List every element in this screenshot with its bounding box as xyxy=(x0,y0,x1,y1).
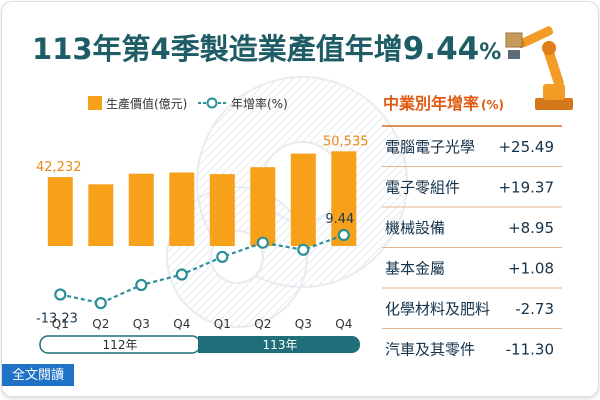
x-tick-label-3: Q3 xyxy=(133,317,150,331)
x-axis-ticks: Q1 Q2 Q3 Q4 Q1 Q2 Q3 Q4 xyxy=(52,317,353,331)
line-point-7 xyxy=(297,243,310,256)
x-tick-label-8: Q4 xyxy=(335,317,352,331)
industry-name-1: 電腦電子光學 xyxy=(385,138,475,156)
industry-name-3: 機械設備 xyxy=(385,219,445,237)
headline: 113年第4季製造業產值年增9.44% xyxy=(32,31,501,67)
line-value-label-1: -13.23 xyxy=(36,312,78,327)
line-point-6 xyxy=(256,236,269,249)
line-point-3 xyxy=(135,278,148,292)
x-tick-label-2: Q2 xyxy=(92,317,109,331)
infographic-svg: 113年第4季製造業產值年增9.44% 生產價值(億元) 年增率(%) xyxy=(2,26,573,386)
line-point-1 xyxy=(54,288,67,301)
legend: 生產價值(億元) 年增率(%) xyxy=(88,96,288,111)
line-point-8 xyxy=(337,228,350,242)
bar-7 xyxy=(290,153,316,246)
industry-growth-value-4: +1.08 xyxy=(508,260,554,278)
year-band-joint xyxy=(198,336,210,353)
infographic-card: 113年第4季製造業產值年增9.44% 生產價值(億元) 年增率(%) xyxy=(2,2,598,396)
bar-3 xyxy=(128,173,154,246)
x-tick-label-6: Q2 xyxy=(254,317,271,331)
read-full-text-button[interactable]: 全文閱讀 xyxy=(2,364,74,386)
legend-line-marker xyxy=(206,97,218,109)
gear-background-icon xyxy=(166,76,408,328)
bar-4 xyxy=(169,172,195,246)
legend-bar-label: 生產價值(億元) xyxy=(106,96,187,111)
industry-panel-title: 中業別年增率 (%) xyxy=(383,94,504,113)
bar-6 xyxy=(250,167,276,246)
bar-5 xyxy=(209,174,235,246)
bar-2 xyxy=(88,184,114,246)
industry-growth-value-6: -11.30 xyxy=(506,341,554,359)
read-full-text-button-bg[interactable] xyxy=(2,364,74,386)
bar-1 xyxy=(47,177,73,246)
industry-name-6: 汽車及其零件 xyxy=(385,341,475,359)
industry-growth-value-1: +25.49 xyxy=(498,138,554,156)
industry-name-4: 基本金屬 xyxy=(385,260,445,278)
x-tick-label-1: Q1 xyxy=(52,317,69,331)
data-labels: 42,232 50,535 -13.23 9.44 xyxy=(36,134,369,326)
year-label-113: 113年 xyxy=(263,338,298,352)
industry-growth-value-5: -2.73 xyxy=(515,300,554,318)
headline-main: 113年第4季製造業產值年增 xyxy=(32,32,403,66)
robot-arm-icon xyxy=(505,26,573,110)
headline-rate: 9.44 xyxy=(403,31,480,67)
industry-panel-unit: (%) xyxy=(481,98,504,112)
growth-line xyxy=(60,233,345,305)
bar-value-label-8: 50,535 xyxy=(323,134,369,149)
line-point-4 xyxy=(175,268,188,281)
industry-name-2: 電子零組件 xyxy=(385,179,460,197)
read-full-text-label[interactable]: 全文閱讀 xyxy=(12,367,64,383)
industry-name-5: 化學材料及肥料 xyxy=(385,300,490,318)
year-axis: 112年 113年 xyxy=(39,335,360,354)
industry-list: 電腦電子光學 +25.49 電子零組件 +19.37 機械設備 +8.95 基本金屬 +1.0… xyxy=(382,125,562,359)
x-tick-label-7: Q3 xyxy=(295,317,312,331)
industry-panel: 中業別年增率 (%) 電腦電子光學 +25.49 電子零組件 +19.37 機械設備 +8.… xyxy=(382,94,562,359)
industry-growth-value-3: +8.95 xyxy=(508,219,554,237)
x-tick-label-4: Q4 xyxy=(173,317,190,331)
line-series xyxy=(54,228,350,310)
line-point-2 xyxy=(94,297,107,310)
bar-value-label-1: 42,232 xyxy=(36,160,82,175)
industry-panel-title-text: 中業別年增率 xyxy=(383,94,479,113)
line-value-label-8: 9.44 xyxy=(325,212,354,227)
x-tick-label-5: Q1 xyxy=(214,317,231,331)
bar-series xyxy=(47,151,357,246)
legend-line-label: 年增率(%) xyxy=(231,96,288,111)
line-point-5 xyxy=(216,250,229,263)
year-label-112: 112年 xyxy=(103,338,138,352)
legend-bar-swatch xyxy=(88,96,102,110)
industry-growth-value-2: +19.37 xyxy=(498,179,554,197)
headline-unit: % xyxy=(479,40,501,65)
year-band-113 xyxy=(200,336,360,353)
